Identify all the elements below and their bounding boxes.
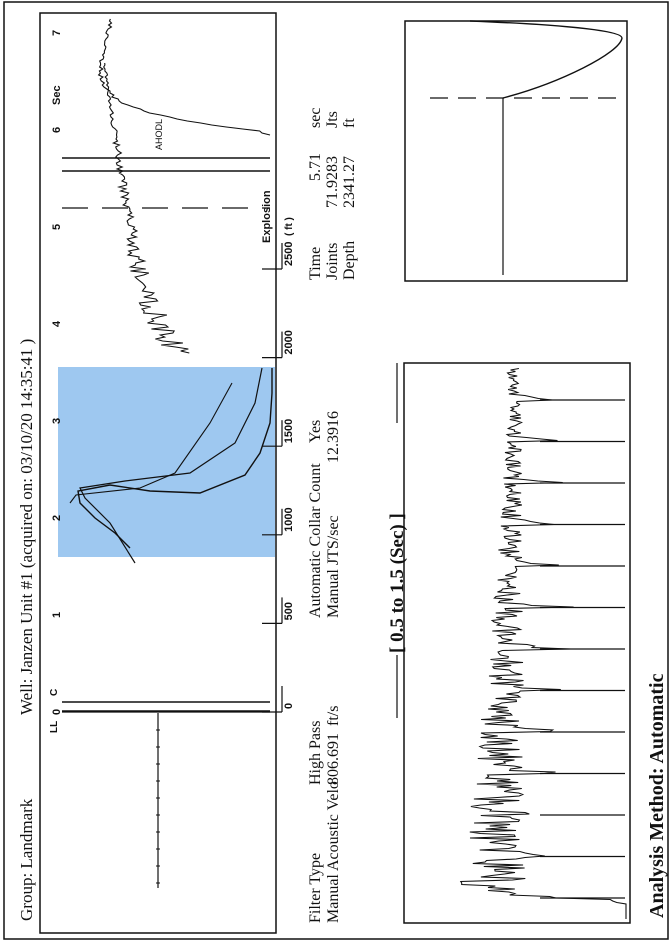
main-plot: 0 1 2 3 4 5 6 7 0 500 1000 1500 2000 2500 [51, 18, 295, 888]
decay-trace [103, 62, 190, 354]
jts-label: Manual JTS/sec [325, 515, 342, 618]
zoom-plot [459, 367, 627, 919]
zoom-chart-frame [403, 362, 631, 924]
velocity-label: Manual Acoustic Velo [325, 781, 342, 923]
group-label: Group: Landmark [17, 798, 36, 921]
marker-chart-frame [404, 20, 628, 282]
main-chart-frame [39, 12, 277, 934]
jts-value: 12.3916 [325, 411, 342, 463]
sec-label: Sec [51, 85, 63, 105]
velocity-value: 806.691 [325, 733, 342, 785]
joints-unit: Jts [324, 111, 341, 128]
sec-tick-label: 1 [51, 612, 63, 618]
velocity-unit: ft/s [325, 706, 342, 726]
page-frame [3, 1, 669, 940]
ft-tick-label: 500 [283, 602, 295, 620]
sec-tick-label: 7 [51, 30, 63, 36]
sec-tick-label: 3 [51, 418, 63, 424]
sec-tick-label: 4 [51, 320, 63, 327]
zoom-trace [459, 367, 627, 919]
marker-ll: LL [49, 721, 60, 733]
depth-value: 2341.27 [341, 156, 358, 208]
explosion-label: Explosion [261, 190, 273, 243]
time-label: Time [307, 247, 324, 280]
analysis-method: Analysis Method: Automatic [646, 673, 668, 918]
joints-label: Joints [324, 243, 341, 280]
depth-label: Depth [341, 241, 358, 280]
ft-tick-label: 2000 [283, 330, 295, 354]
trace-tag: AHODL [154, 119, 164, 150]
explosion-spike-2 [79, 367, 263, 564]
tail-trace [97, 18, 271, 136]
filter-type-label: Filter Type [307, 853, 324, 923]
ft-tick-label: 0 [283, 703, 295, 709]
collar-value: Yes [307, 420, 324, 443]
explosion-spike-3 [69, 382, 233, 504]
joints-value: 71.9283 [324, 156, 341, 208]
sec-tick-label: 6 [51, 127, 63, 133]
ft-label: ( ft ) [284, 217, 295, 236]
sec-tick-label: 5 [51, 224, 63, 230]
ft-tick-label: 2500 [283, 242, 295, 266]
depth-unit: ft [341, 118, 358, 128]
ft-tick-label: 1000 [283, 507, 295, 531]
time-unit: sec [307, 108, 324, 128]
sec-tick-label: 2 [51, 515, 63, 521]
marker-dip-curve [469, 20, 623, 99]
ft-tick-label: 1500 [283, 419, 295, 443]
explosion-spike [77, 368, 273, 549]
marker-c: C [49, 689, 60, 696]
time-value: 5.71 [307, 153, 324, 181]
parameters: Filter Type High Pass Manual Acoustic Ve… [307, 108, 358, 923]
filter-type-value: High Pass [307, 721, 324, 785]
marker-plot [430, 20, 623, 275]
highlight-window [58, 367, 275, 557]
zoom-title: [ 0.5 to 1.5 (Sec) ] [387, 513, 408, 653]
sec-tick-label: 0 [51, 709, 63, 715]
collar-label: Automatic Collar Count [307, 463, 324, 618]
well-label: Well: Janzen Unit #1 (acquired on: 03/10… [17, 339, 36, 715]
